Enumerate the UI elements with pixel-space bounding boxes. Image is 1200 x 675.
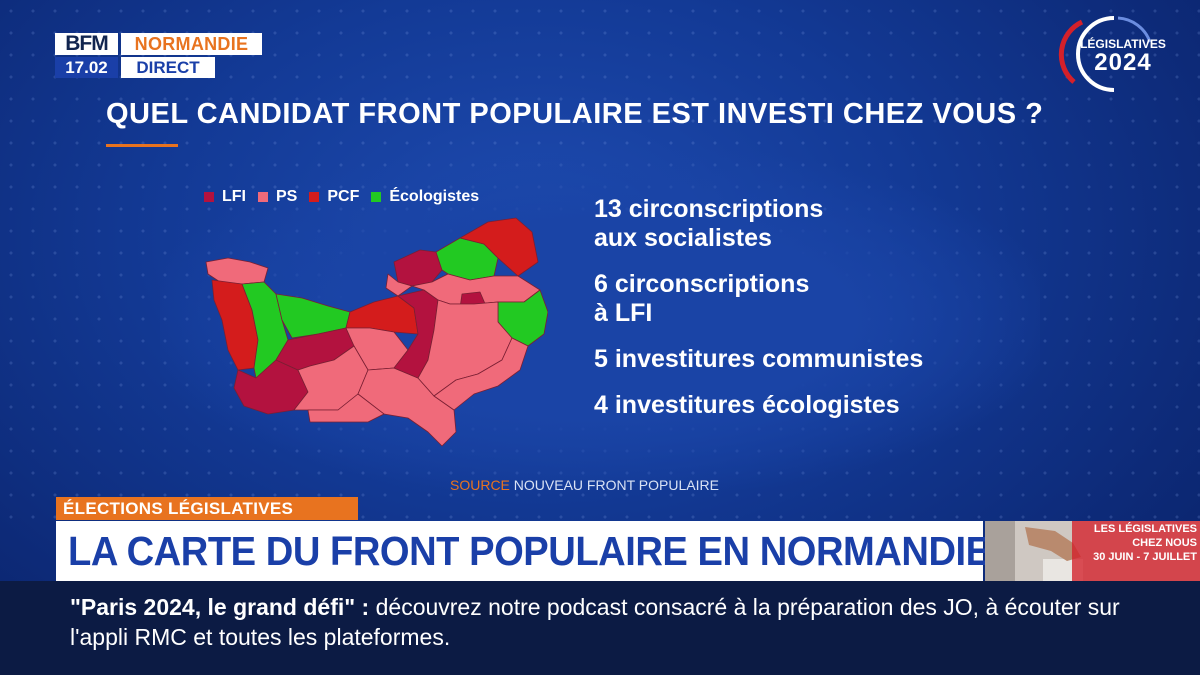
legend-item-ps: PS <box>258 188 297 206</box>
stat-lfi: 6 circonscriptions à LFI <box>594 270 1014 328</box>
legend-swatch-ps <box>258 192 268 202</box>
normandy-constituency-map <box>205 217 548 447</box>
headline: LA CARTE DU FRONT POPULAIRE EN NORMANDIE <box>68 528 991 574</box>
live-indicator: DIRECT <box>121 57 215 78</box>
map-region <box>307 393 385 423</box>
legend-item-ecologistes: Écologistes <box>371 188 479 206</box>
channel-region: NORMANDIE <box>121 33 262 55</box>
legend-item-pcf: PCF <box>309 188 359 206</box>
map-region <box>385 273 413 297</box>
stat-line: à LFI <box>594 299 653 327</box>
ticker-lead: "Paris 2024, le grand défi" <box>70 594 356 620</box>
stat-line: aux socialistes <box>594 224 772 252</box>
source-value: NOUVEAU FRONT POPULAIRE <box>513 477 719 493</box>
legend-swatch-ecologistes <box>371 192 382 202</box>
legend-swatch-pcf <box>309 192 320 202</box>
election-badge-ring-icon <box>1058 16 1152 92</box>
news-ticker <box>0 581 1200 675</box>
badge-label: LÉGISLATIVES <box>1080 37 1166 51</box>
ticker-separator: : <box>361 594 370 620</box>
title-underline <box>106 144 178 147</box>
channel-logo: BFM <box>55 33 118 55</box>
stat-ecologistes: 4 investitures écologistes <box>594 391 1014 420</box>
stats-list: 13 circonscriptions aux socialistes 6 ci… <box>594 195 1014 437</box>
ticker-text: "Paris 2024, le grand défi" : découvrez … <box>70 592 1150 652</box>
headline-bar <box>56 521 983 581</box>
ticker-body: découvrez notre podcast consacré à la pr… <box>70 594 1120 650</box>
stat-socialistes: 13 circonscriptions aux socialistes <box>594 195 1014 253</box>
stat-line: 13 circonscriptions <box>594 195 824 223</box>
stat-line: 4 investitures écologistes <box>594 391 900 419</box>
map-region <box>433 337 529 411</box>
legend-label-pcf: PCF <box>327 188 360 205</box>
legend-swatch-lfi <box>204 192 214 202</box>
topic-tag: ÉLECTIONS LÉGISLATIVES <box>56 497 358 520</box>
clock: 17.02 <box>55 57 118 78</box>
stat-communistes: 5 investitures communistes <box>594 345 1014 374</box>
legend-label-ps: PS <box>276 188 298 205</box>
legend-label-lfi: LFI <box>222 188 246 205</box>
source-credit: SOURCE NOUVEAU FRONT POPULAIRE <box>450 477 719 493</box>
promo-line: LES LÉGISLATIVES <box>1093 523 1197 535</box>
badge-year: 2024 <box>1094 49 1152 76</box>
graphic-title: QUEL CANDIDAT FRONT POPULAIRE EST INVEST… <box>106 98 1044 130</box>
source-key: SOURCE <box>450 477 510 493</box>
promo-line: 30 JUIN - 7 JUILLET <box>1093 551 1197 563</box>
legend-label-ecologistes: Écologistes <box>389 188 480 205</box>
map-region <box>459 217 539 277</box>
stat-line: 5 investitures communistes <box>594 345 924 373</box>
promo-text: LES LÉGISLATIVES CHEZ NOUS 30 JUIN - 7 J… <box>1075 522 1197 564</box>
promo-overlay <box>1072 521 1200 581</box>
map-legend: LFI PS PCF Écologistes <box>204 186 479 208</box>
promo-line: CHEZ NOUS <box>1132 537 1197 549</box>
legend-item-lfi: LFI <box>204 188 246 206</box>
stat-line: 6 circonscriptions <box>594 270 810 298</box>
